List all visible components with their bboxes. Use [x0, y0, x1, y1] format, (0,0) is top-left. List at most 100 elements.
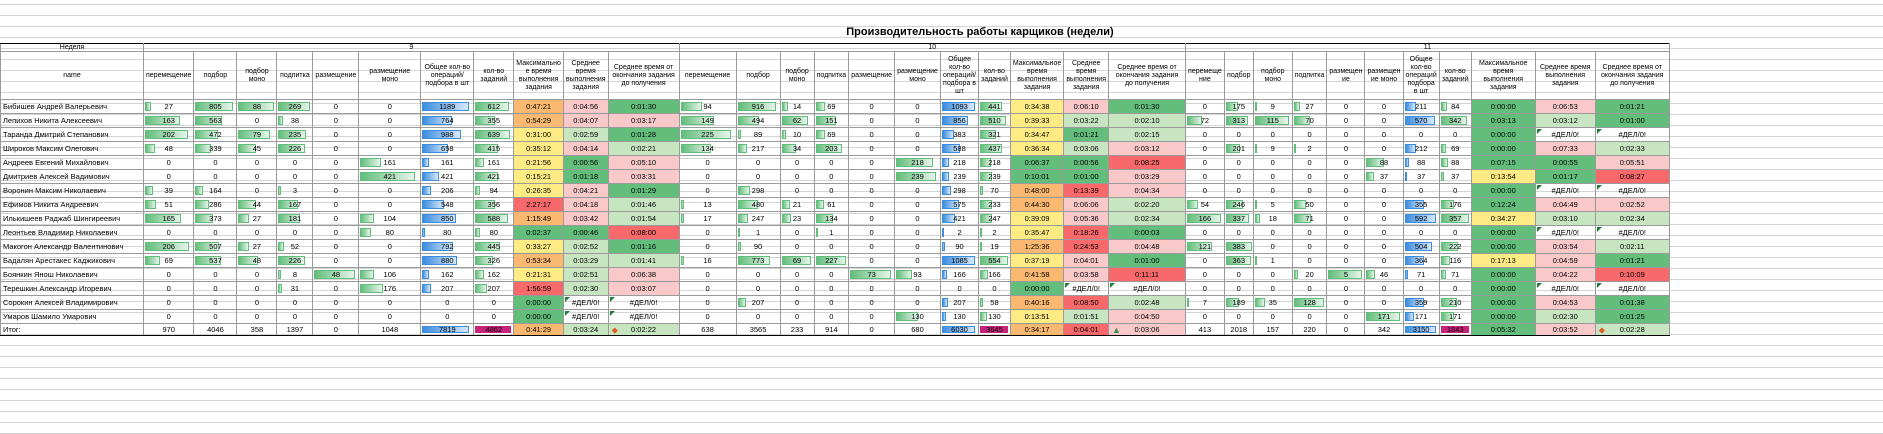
- cell[interactable]: 0: [358, 99, 422, 114]
- cell[interactable]: 9: [1252, 99, 1293, 114]
- cell[interactable]: 0: [358, 127, 422, 142]
- cell[interactable]: 94: [678, 99, 737, 114]
- cell[interactable]: 0:03:42: [562, 211, 609, 226]
- cell[interactable]: 0:07:33: [1534, 141, 1596, 156]
- cell[interactable]: 0: [1326, 253, 1366, 268]
- cell[interactable]: 0: [312, 169, 360, 184]
- cell[interactable]: 39: [142, 183, 195, 198]
- cell[interactable]: 0: [1326, 113, 1366, 128]
- cell[interactable]: 0: [236, 169, 278, 184]
- cell[interactable]: 161: [420, 155, 475, 170]
- cell[interactable]: 0: [358, 113, 422, 128]
- cell[interactable]: 1:56:59: [513, 281, 564, 296]
- cell[interactable]: 0: [1252, 267, 1293, 282]
- cell[interactable]: 0: [358, 309, 422, 324]
- cell[interactable]: 0: [1223, 281, 1254, 296]
- cell[interactable]: 0:01:00: [1063, 169, 1110, 184]
- cell[interactable]: 441: [978, 99, 1011, 114]
- cell[interactable]: #ДЕЛ/0!: [1063, 281, 1110, 296]
- cell[interactable]: 0: [678, 281, 737, 296]
- cell[interactable]: 639: [473, 127, 515, 142]
- cell[interactable]: 164: [193, 183, 238, 198]
- cell[interactable]: 0:34:27: [1470, 211, 1536, 226]
- cell[interactable]: #ДЕЛ/0!: [1534, 183, 1596, 198]
- cell[interactable]: 211: [1402, 99, 1440, 114]
- cell[interactable]: 0:04:14: [562, 141, 609, 156]
- cell[interactable]: 554: [978, 253, 1011, 268]
- cell[interactable]: 73: [848, 267, 896, 282]
- cell[interactable]: 363: [1223, 253, 1254, 268]
- cell[interactable]: 337: [1223, 211, 1254, 226]
- cell[interactable]: 0:04:49: [1534, 197, 1596, 212]
- employee-name[interactable]: Терешкин Александр Игоревич: [0, 281, 144, 296]
- cell[interactable]: 161: [358, 155, 422, 170]
- cell[interactable]: 0:02:52: [1594, 197, 1670, 212]
- cell[interactable]: 0:00:56: [562, 155, 609, 170]
- cell[interactable]: 764: [420, 113, 475, 128]
- cell[interactable]: 3150: [1402, 323, 1440, 336]
- cell[interactable]: 130: [939, 309, 980, 324]
- cell[interactable]: 0: [193, 281, 238, 296]
- cell[interactable]: 0: [473, 295, 515, 310]
- cell[interactable]: 383: [1223, 239, 1254, 254]
- cell[interactable]: 0:08:00: [607, 225, 680, 240]
- cell[interactable]: 0: [1291, 281, 1328, 296]
- cell[interactable]: 54: [1185, 197, 1225, 212]
- cell[interactable]: 0: [678, 155, 737, 170]
- cell[interactable]: 165: [142, 211, 195, 226]
- employee-name[interactable]: Воронин Максим Николаевич: [0, 183, 144, 198]
- cell[interactable]: 0:05:32: [1470, 323, 1536, 336]
- cell[interactable]: 0: [1438, 225, 1472, 240]
- cell[interactable]: 0: [1291, 155, 1328, 170]
- cell[interactable]: 0: [848, 113, 896, 128]
- cell[interactable]: 71: [1291, 211, 1328, 226]
- cell[interactable]: 0: [848, 295, 896, 310]
- cell[interactable]: 0: [1326, 169, 1366, 184]
- cell[interactable]: 0: [678, 239, 737, 254]
- cell[interactable]: 356: [473, 197, 515, 212]
- cell[interactable]: 37: [1364, 169, 1404, 184]
- cell[interactable]: 84: [1438, 99, 1472, 114]
- cell[interactable]: 0:11:11: [1108, 267, 1187, 282]
- total-label[interactable]: Итог:: [0, 323, 144, 336]
- cell[interactable]: 563: [193, 113, 238, 128]
- cell[interactable]: 0: [779, 239, 815, 254]
- cell[interactable]: 69: [813, 99, 850, 114]
- cell[interactable]: 0: [779, 169, 815, 184]
- cell[interactable]: 0: [848, 197, 896, 212]
- cell[interactable]: 16: [678, 253, 737, 268]
- cell[interactable]: 0: [1252, 281, 1293, 296]
- cell[interactable]: 0:34:47: [1009, 127, 1065, 142]
- cell[interactable]: 0: [236, 155, 278, 170]
- cell[interactable]: 0: [1291, 225, 1328, 240]
- cell[interactable]: 0: [1326, 155, 1366, 170]
- cell[interactable]: #ДЕЛ/0!: [1594, 225, 1670, 240]
- cell[interactable]: 0: [678, 267, 737, 282]
- cell[interactable]: 0: [312, 211, 360, 226]
- cell[interactable]: 0: [420, 295, 475, 310]
- cell[interactable]: 0: [1364, 113, 1404, 128]
- cell[interactable]: 0: [358, 295, 422, 310]
- cell[interactable]: 0: [779, 281, 815, 296]
- cell[interactable]: 163: [142, 113, 195, 128]
- cell[interactable]: 0: [1185, 141, 1225, 156]
- cell[interactable]: 0:05:36: [1063, 211, 1110, 226]
- cell[interactable]: 2018: [1223, 323, 1254, 336]
- cell[interactable]: 9: [1252, 141, 1293, 156]
- cell[interactable]: 0: [813, 155, 850, 170]
- cell[interactable]: 0: [1326, 309, 1366, 324]
- cell[interactable]: 0: [312, 239, 360, 254]
- cell[interactable]: 0: [1364, 295, 1404, 310]
- cell[interactable]: 0: [1223, 169, 1254, 184]
- cell[interactable]: 0: [1291, 309, 1328, 324]
- cell[interactable]: 355: [1402, 197, 1440, 212]
- cell[interactable]: 0: [894, 197, 941, 212]
- cell[interactable]: 0: [779, 309, 815, 324]
- cell[interactable]: 342: [1364, 323, 1404, 336]
- cell[interactable]: 104: [358, 211, 422, 226]
- cell[interactable]: #ДЕЛ/0!: [607, 309, 680, 324]
- cell[interactable]: 321: [978, 127, 1011, 142]
- cell[interactable]: 0:01:54: [607, 211, 680, 226]
- cell[interactable]: 0: [1252, 309, 1293, 324]
- cell[interactable]: 413: [1185, 323, 1225, 336]
